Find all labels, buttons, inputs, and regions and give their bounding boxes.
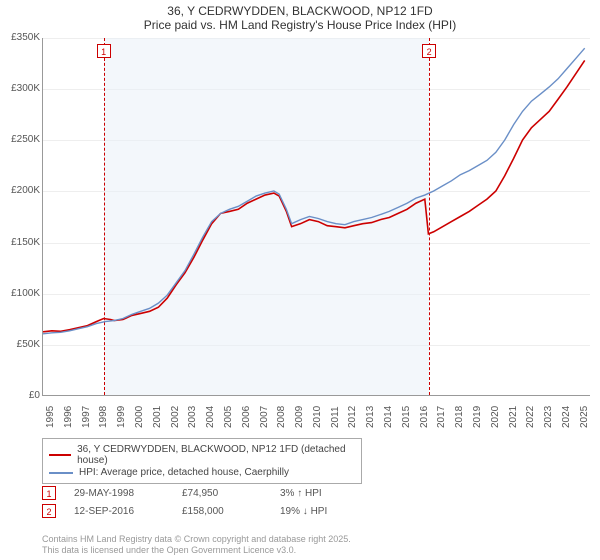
x-tick-label: 2005: [223, 406, 234, 428]
legend-item: 36, Y CEDRWYDDEN, BLACKWOOD, NP12 1FD (d…: [49, 444, 355, 466]
legend-swatch: [49, 472, 73, 474]
x-tick-label: 2007: [259, 406, 270, 428]
sale-price: £158,000: [182, 506, 262, 517]
x-tick-label: 2020: [490, 406, 501, 428]
x-tick-label: 2013: [365, 406, 376, 428]
y-tick-label: £100K: [0, 288, 40, 299]
sales-table: 1 29-MAY-1998 £74,950 3% ↑ HPI 2 12-SEP-2016 £…: [42, 482, 380, 522]
legend-item: HPI: Average price, detached house, Caer…: [49, 467, 355, 478]
x-tick-label: 2023: [543, 406, 554, 428]
x-tick-label: 2022: [525, 406, 536, 428]
title-line-1: 36, Y CEDRWYDDEN, BLACKWOOD, NP12 1FD: [0, 4, 600, 18]
x-tick-label: 2025: [579, 406, 590, 428]
x-tick-label: 1999: [116, 406, 127, 428]
x-tick-label: 2001: [152, 406, 163, 428]
footer-line-1: Contains HM Land Registry data © Crown c…: [42, 534, 351, 545]
x-tick-label: 2011: [330, 406, 341, 428]
sale-row-marker: 2: [42, 504, 56, 518]
x-tick-label: 2006: [241, 406, 252, 428]
sale-delta: 3% ↑ HPI: [280, 488, 380, 499]
y-tick-label: £150K: [0, 237, 40, 248]
x-tick-label: 2008: [276, 406, 287, 428]
footer-attribution: Contains HM Land Registry data © Crown c…: [42, 534, 351, 556]
sale-row: 2 12-SEP-2016 £158,000 19% ↓ HPI: [42, 504, 380, 518]
chart-title: 36, Y CEDRWYDDEN, BLACKWOOD, NP12 1FD Pr…: [0, 0, 600, 34]
legend: 36, Y CEDRWYDDEN, BLACKWOOD, NP12 1FD (d…: [42, 438, 362, 484]
sale-price: £74,950: [182, 488, 262, 499]
legend-label: 36, Y CEDRWYDDEN, BLACKWOOD, NP12 1FD (d…: [77, 444, 355, 466]
sale-date: 12-SEP-2016: [74, 506, 164, 517]
y-tick-label: £0: [0, 390, 40, 401]
sale-delta: 19% ↓ HPI: [280, 506, 380, 517]
x-tick-label: 2017: [436, 406, 447, 428]
x-tick-label: 2009: [294, 406, 305, 428]
x-tick-label: 2010: [312, 406, 323, 428]
title-line-2: Price paid vs. HM Land Registry's House …: [0, 18, 600, 32]
y-tick-label: £250K: [0, 134, 40, 145]
x-tick-label: 2016: [419, 406, 430, 428]
line-series-svg: [43, 38, 590, 395]
x-tick-label: 2014: [383, 406, 394, 428]
legend-swatch: [49, 454, 71, 456]
x-tick-label: 2003: [187, 406, 198, 428]
x-tick-label: 1997: [81, 406, 92, 428]
x-tick-label: 2012: [347, 406, 358, 428]
x-tick-label: 1996: [63, 406, 74, 428]
y-tick-label: £300K: [0, 83, 40, 94]
x-tick-label: 2015: [401, 406, 412, 428]
sale-row-marker: 1: [42, 486, 56, 500]
plot-area: 12: [42, 38, 590, 396]
x-tick-label: 1995: [45, 406, 56, 428]
x-tick-label: 2021: [508, 406, 519, 428]
y-tick-label: £350K: [0, 32, 40, 43]
chart-container: 36, Y CEDRWYDDEN, BLACKWOOD, NP12 1FD Pr…: [0, 0, 600, 560]
x-tick-label: 2000: [134, 406, 145, 428]
y-tick-label: £50K: [0, 339, 40, 350]
sale-date: 29-MAY-1998: [74, 488, 164, 499]
x-tick-label: 2024: [561, 406, 572, 428]
series-line-property: [43, 60, 585, 331]
x-tick-label: 2018: [454, 406, 465, 428]
series-line-hpi: [43, 48, 585, 334]
footer-line-2: This data is licensed under the Open Gov…: [42, 545, 351, 556]
x-tick-label: 2019: [472, 406, 483, 428]
x-tick-label: 2002: [170, 406, 181, 428]
legend-label: HPI: Average price, detached house, Caer…: [79, 467, 289, 478]
y-tick-label: £200K: [0, 185, 40, 196]
x-tick-label: 2004: [205, 406, 216, 428]
x-tick-label: 1998: [98, 406, 109, 428]
sale-row: 1 29-MAY-1998 £74,950 3% ↑ HPI: [42, 486, 380, 500]
